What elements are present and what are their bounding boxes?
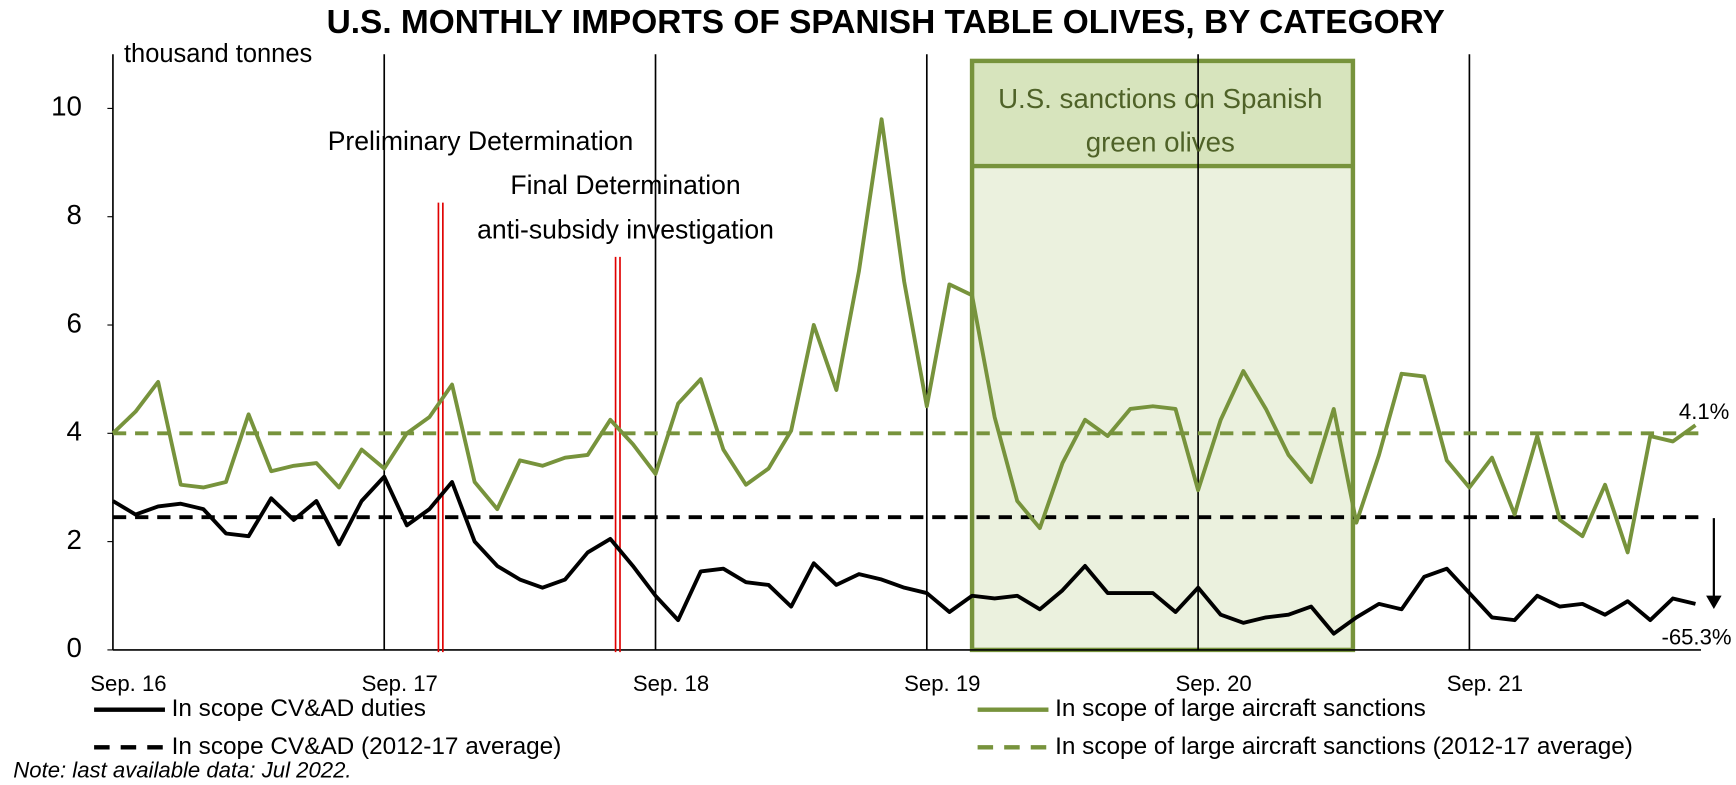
annotation: U.S. sanctions on Spanish — [998, 83, 1322, 114]
annotation: 4.1% — [1679, 399, 1729, 424]
x-tick-label: Sep. 17 — [362, 671, 438, 696]
x-tick-label: Sep. 20 — [1175, 671, 1251, 696]
y-tick-label: 2 — [67, 524, 82, 555]
legend-label: In scope CV&AD (2012-17 average) — [172, 733, 562, 760]
legend-label: In scope of large aircraft sanctions — [1055, 695, 1426, 722]
event-lines — [437, 202, 621, 653]
y-tick-label: 10 — [51, 91, 82, 122]
arrow-head — [1706, 595, 1722, 609]
y-axis-label: thousand tonnes — [124, 40, 312, 68]
chart-title: U.S. MONTHLY IMPORTS OF SPANISH TABLE OL… — [327, 4, 1445, 41]
annotation: Final Determination — [510, 170, 740, 200]
y-tick-label: 8 — [67, 199, 82, 230]
legend-label: In scope CV&AD duties — [172, 695, 426, 722]
sanctions-header — [972, 60, 1353, 167]
annotation: Preliminary Determination — [328, 126, 634, 156]
series-line — [111, 474, 1696, 636]
legend-label: In scope of large aircraft sanctions (20… — [1055, 733, 1633, 760]
y-tick-label: 6 — [67, 307, 82, 338]
note: Note: last available data: Jul 2022. — [13, 758, 351, 783]
x-tick-label: Sep. 21 — [1447, 671, 1523, 696]
annotation: anti-subsidy investigation — [477, 214, 774, 244]
x-tick-label: Sep. 19 — [904, 671, 980, 696]
y-tick-label: 4 — [67, 416, 82, 447]
x-tick-label: Sep. 16 — [90, 671, 166, 696]
y-tick-label: 0 — [67, 632, 82, 663]
x-tick-label: Sep. 18 — [633, 671, 709, 696]
annotation: green olives — [1086, 126, 1235, 157]
annotation: -65.3% — [1661, 625, 1731, 650]
series-line — [111, 117, 1697, 555]
